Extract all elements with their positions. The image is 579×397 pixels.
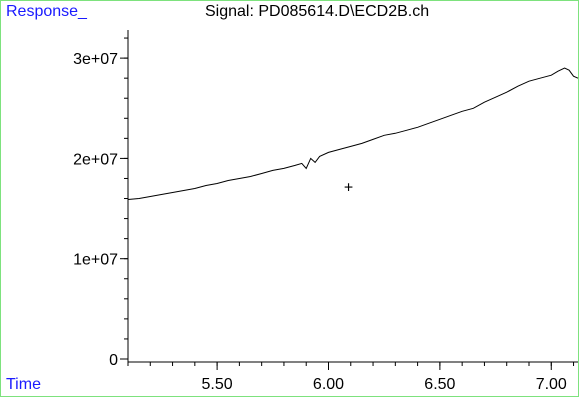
x-tick-label: 7.00 [536, 376, 567, 393]
y-tick-label: 2e+07 [73, 151, 118, 168]
tick-marks [120, 37, 575, 370]
x-tick-label: 5.50 [202, 376, 233, 393]
x-axis-label: Time [6, 376, 41, 393]
chart-title: Signal: PD085614.D\ECD2B.ch [205, 3, 430, 20]
series-layer [127, 67, 579, 200]
y-tick-label: 1e+07 [73, 252, 118, 269]
cursor-layer: + [344, 179, 353, 196]
x-tick-label: 6.50 [424, 376, 455, 393]
y-tick-label: 0 [109, 352, 118, 369]
signal-trace [127, 67, 579, 200]
tick-labels: 5.50 6.00 6.50 7.00 0 1e+07 2e+07 3e+07 [73, 51, 567, 393]
y-tick-label: 3e+07 [73, 51, 118, 68]
axes [127, 30, 578, 363]
y-axis-label: Response_ [6, 3, 87, 20]
cursor-crosshair-icon: + [344, 179, 353, 196]
x-tick-label: 6.00 [313, 376, 344, 393]
